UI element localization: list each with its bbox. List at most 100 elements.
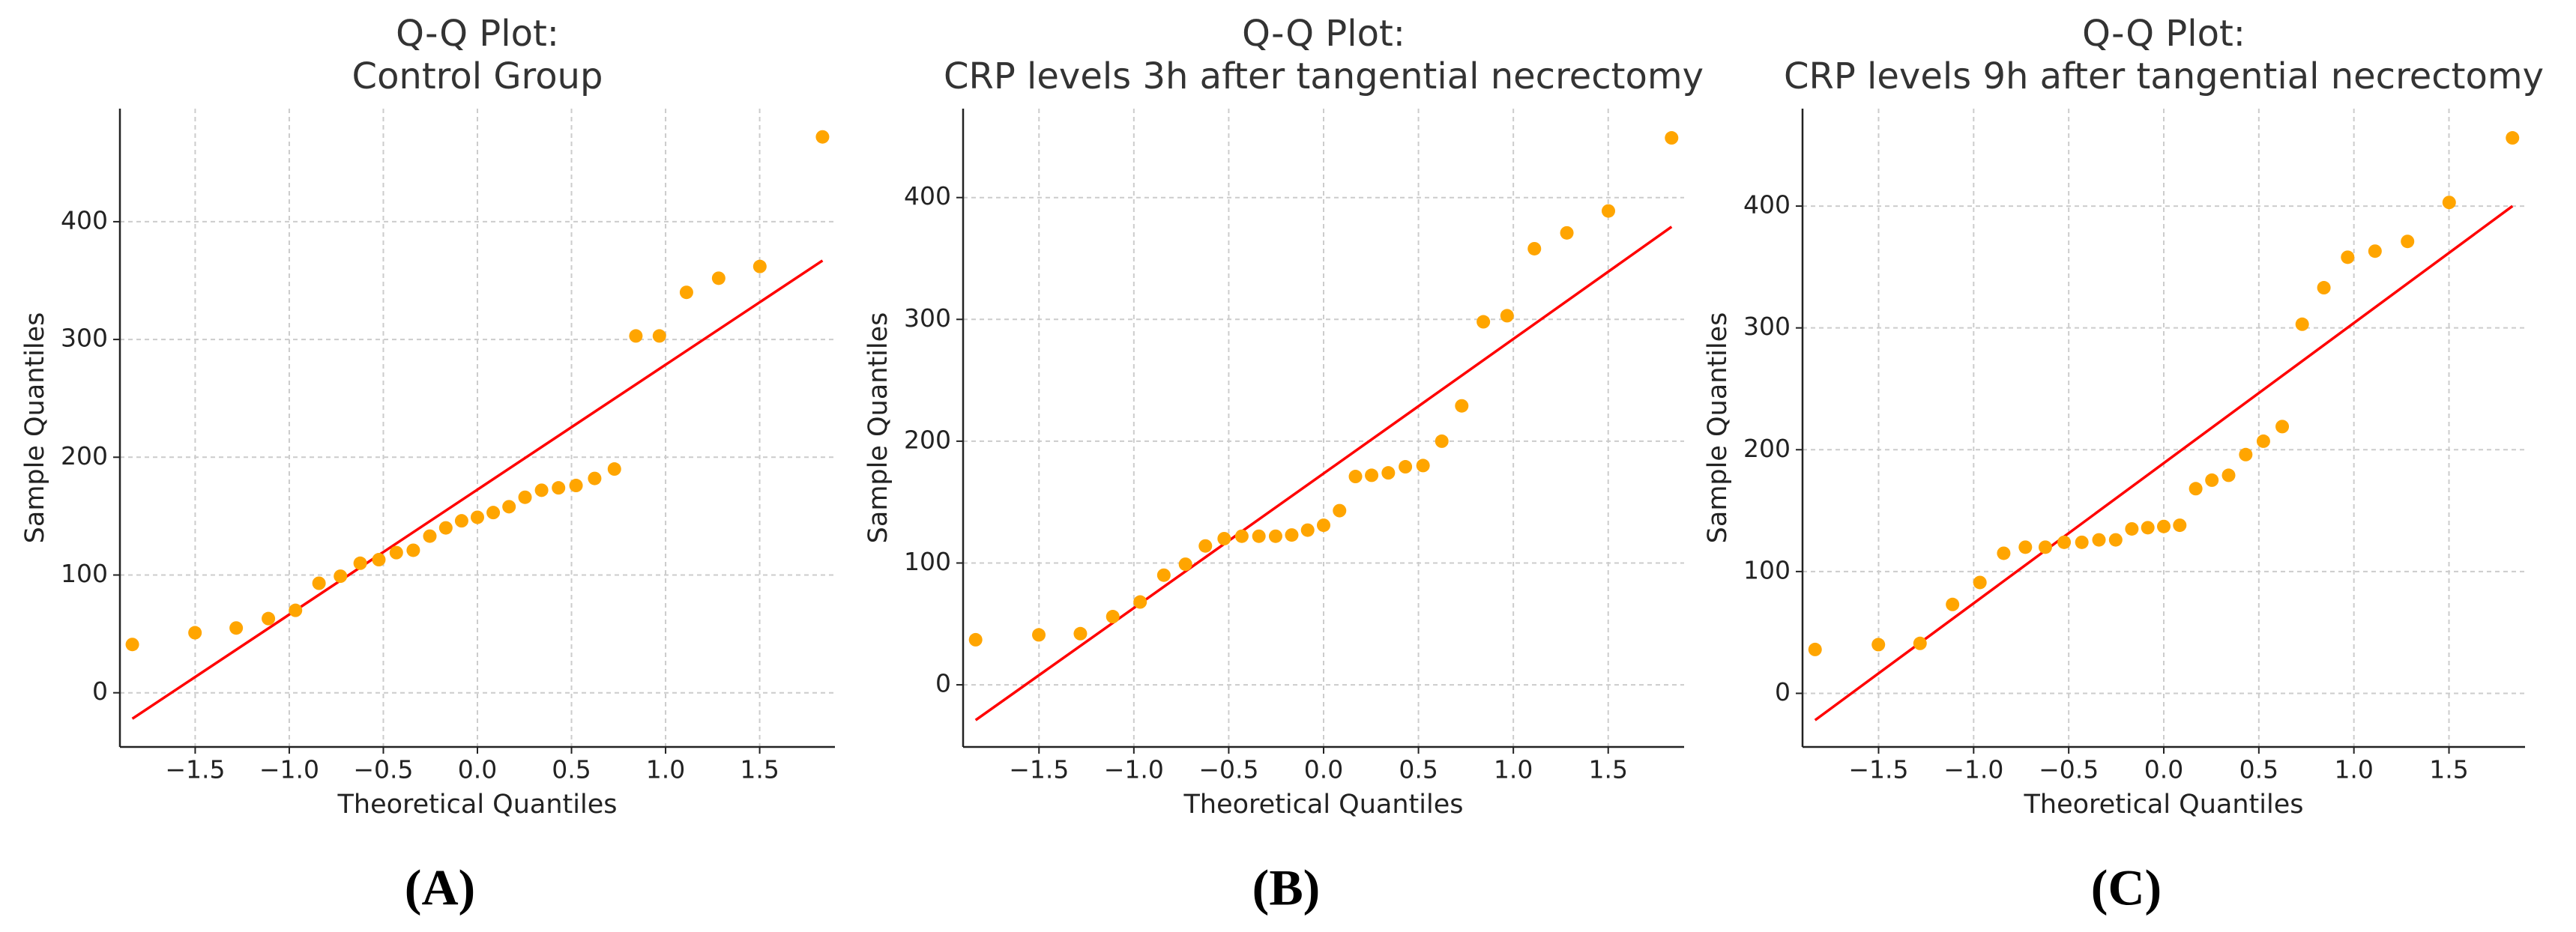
chart-title: Q-Q Plot:: [396, 13, 559, 55]
x-axis-label: Theoretical Quantiles: [1183, 790, 1464, 820]
data-point: [1032, 628, 1046, 642]
data-point: [312, 576, 326, 590]
chart-title: Q-Q Plot:: [1242, 13, 1405, 55]
data-point: [518, 490, 532, 504]
x-tick-label: −1.5: [1848, 755, 1908, 784]
y-tick-label: 200: [61, 441, 108, 470]
y-tick-label: 0: [92, 677, 108, 706]
x-tick-label: 1.5: [740, 755, 779, 784]
data-point: [229, 621, 244, 635]
data-point: [1808, 642, 1822, 656]
data-point: [1871, 638, 1886, 652]
x-tick-label: 1.0: [1494, 755, 1533, 784]
data-point: [1399, 460, 1413, 474]
x-tick-label: −0.5: [353, 755, 413, 784]
data-point: [406, 543, 420, 557]
data-point: [1435, 434, 1449, 448]
data-point: [1252, 529, 1266, 543]
data-point: [1560, 226, 1574, 240]
data-point: [125, 638, 139, 652]
data-point: [2442, 196, 2456, 210]
y-tick-label: 100: [61, 559, 108, 588]
data-point: [652, 329, 666, 343]
data-point: [2256, 434, 2270, 448]
data-point: [438, 521, 453, 535]
y-tick-label: 200: [1743, 434, 1791, 463]
scatter-chart: Q-Q Plot:CRP levels 3h after tangential …: [863, 13, 1704, 916]
x-tick-label: 1.5: [2429, 755, 2468, 784]
panel-caption: (C): [2091, 859, 2162, 916]
data-point: [534, 483, 549, 497]
data-point: [1198, 539, 1213, 553]
data-point: [607, 462, 621, 476]
reference-line: [974, 226, 1673, 721]
data-point: [569, 479, 583, 493]
x-tick-label: 0.5: [1399, 755, 1438, 784]
reference-line: [131, 259, 824, 720]
data-point: [1300, 523, 1315, 537]
data-point: [2038, 540, 2052, 554]
y-tick-label: 400: [904, 181, 951, 211]
data-point: [629, 329, 643, 343]
data-point: [502, 500, 516, 514]
y-tick-label: 400: [1743, 190, 1791, 220]
data-point: [2125, 521, 2139, 536]
x-tick-label: 1.5: [1588, 755, 1627, 784]
data-point: [1268, 529, 1282, 543]
data-point: [968, 632, 983, 647]
reference-line: [1814, 205, 2514, 721]
x-tick-label: −1.5: [1009, 755, 1069, 784]
data-point: [752, 259, 767, 273]
data-point: [1476, 315, 1491, 329]
data-point: [1416, 459, 1430, 473]
data-point: [289, 603, 303, 617]
x-tick-label: −1.0: [1104, 755, 1164, 784]
data-point: [1178, 557, 1192, 572]
chart-title: Control Group: [352, 55, 603, 97]
data-point: [1913, 636, 1927, 650]
data-point: [2368, 244, 2382, 258]
data-point: [588, 471, 602, 485]
y-tick-label: 0: [935, 669, 951, 698]
data-point: [2401, 234, 2415, 249]
data-point: [1601, 204, 1615, 218]
data-point: [552, 481, 566, 495]
data-point: [2221, 468, 2236, 482]
y-axis-label: Sample Quantiles: [20, 312, 50, 544]
x-tick-label: 0.0: [458, 755, 497, 784]
data-point: [1133, 595, 1147, 609]
data-point: [1997, 546, 2011, 560]
x-tick-label: −0.5: [1198, 755, 1258, 784]
data-point: [2275, 420, 2290, 434]
data-point: [1455, 399, 1469, 413]
data-point: [2018, 540, 2033, 554]
data-point: [2157, 519, 2171, 533]
data-point: [2057, 535, 2072, 549]
data-point: [1348, 470, 1363, 484]
data-point: [2295, 317, 2309, 331]
x-axis-label: Theoretical Quantiles: [2024, 790, 2304, 820]
data-point: [372, 553, 386, 567]
data-point: [2205, 473, 2219, 487]
x-tick-label: 0.0: [1304, 755, 1343, 784]
data-point: [188, 626, 202, 640]
y-tick-label: 300: [1743, 312, 1791, 341]
y-tick-label: 0: [1775, 677, 1791, 706]
y-tick-label: 300: [904, 303, 951, 333]
data-point: [262, 611, 276, 626]
data-point: [1317, 518, 1330, 533]
data-point: [1381, 466, 1396, 480]
data-point: [2506, 131, 2520, 145]
chart-title: CRP levels 9h after tangential necrectom…: [1784, 55, 2544, 97]
y-tick-label: 300: [61, 324, 108, 353]
x-tick-label: −1.0: [259, 755, 319, 784]
y-axis-label: Sample Quantiles: [1703, 312, 1733, 544]
data-point: [1217, 531, 1231, 545]
x-tick-label: 0.5: [2239, 755, 2278, 784]
y-tick-label: 400: [61, 205, 108, 234]
data-point: [2092, 533, 2106, 547]
data-point: [334, 569, 348, 584]
data-point: [1500, 309, 1514, 323]
data-point: [2341, 250, 2355, 264]
